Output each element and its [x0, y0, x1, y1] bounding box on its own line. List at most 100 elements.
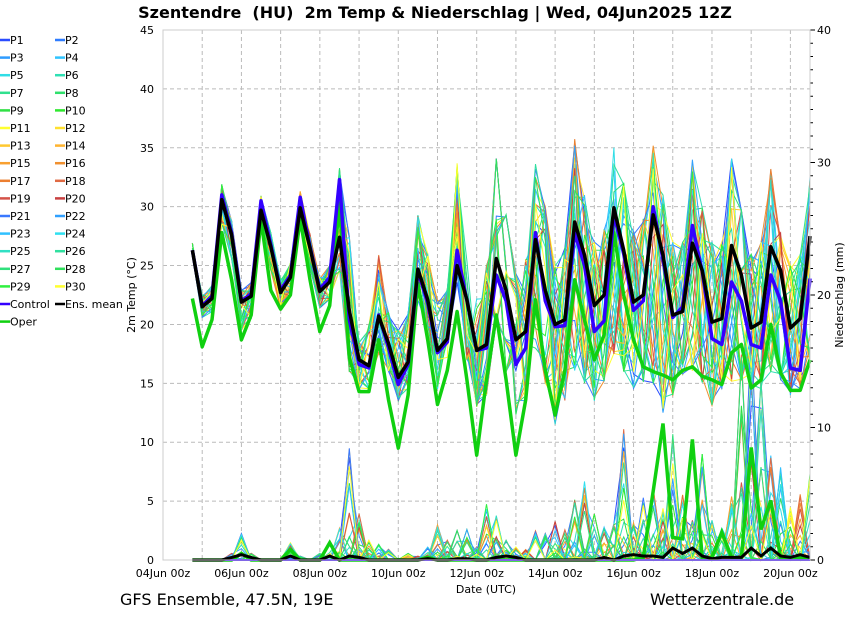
precip-line-p14	[192, 380, 811, 561]
x-tick-label: 14Jun 00z	[528, 567, 583, 580]
legend-item: P19	[0, 192, 31, 205]
legend-label: P5	[10, 69, 24, 82]
x-tick-label: 10Jun 00z	[371, 567, 426, 580]
y2-tick-label: 40	[817, 24, 831, 37]
y2-tick-label: 30	[817, 157, 831, 170]
legend-label: P1	[10, 34, 24, 47]
legend-label: P16	[65, 157, 86, 170]
x-axis-label: Date (UTC)	[456, 583, 516, 596]
legend-item: P2	[55, 34, 79, 47]
legend-label: Oper	[10, 316, 37, 329]
y-axis-right: 0 10 20 30 40	[810, 24, 831, 567]
legend-item: P22	[55, 210, 86, 223]
legend-label: P26	[65, 245, 86, 258]
legend-label: P18	[65, 175, 86, 188]
legend-item: P28	[55, 263, 86, 276]
legend-item: P10	[55, 104, 86, 117]
legend-label: P15	[10, 157, 31, 170]
legend-label: P30	[65, 280, 86, 293]
temp-line-ens-mean	[190, 197, 812, 380]
precip-line-p2	[192, 381, 811, 561]
y-axis-label: 2m Temp (°C)	[125, 257, 138, 333]
x-tick-label: 06Jun 00z	[214, 567, 269, 580]
legend-item: P13	[0, 140, 31, 153]
plot-frame	[162, 29, 811, 561]
legend-label: P7	[10, 87, 24, 100]
legend-item: P1	[0, 34, 24, 47]
legend-item: P5	[0, 69, 24, 82]
legend-label: Control	[10, 298, 50, 311]
legend-label: Ens. mean	[65, 298, 123, 311]
legend-label: P22	[65, 210, 86, 223]
y-tick-label: 15	[140, 377, 154, 390]
legend-label: P28	[65, 263, 86, 276]
temp-line-oper	[190, 201, 812, 457]
footer-source: GFS Ensemble, 47.5N, 19E	[120, 590, 333, 609]
legend-label: P3	[10, 52, 24, 65]
y-tick-label: 45	[140, 24, 154, 37]
legend-label: P27	[10, 263, 31, 276]
legend-item: P6	[55, 69, 79, 82]
legend-label: P19	[10, 192, 31, 205]
y-tick-label: 10	[140, 436, 154, 449]
legend-item: P20	[55, 192, 86, 205]
legend-item: P7	[0, 87, 24, 100]
legend-label: P11	[10, 122, 31, 135]
legend-item: P21	[0, 210, 31, 223]
legend-item: P14	[55, 140, 86, 153]
legend-label: P25	[10, 245, 31, 258]
legend-label: P10	[65, 104, 86, 117]
legend-item: P26	[55, 245, 86, 258]
legend-label: P14	[65, 140, 86, 153]
x-tick-label: 20Jun 00z	[763, 567, 818, 580]
legend-label: P4	[65, 52, 79, 65]
y2-tick-label: 10	[817, 422, 831, 435]
legend-label: P29	[10, 280, 31, 293]
legend-item: P15	[0, 157, 31, 170]
precip-line-p26	[192, 380, 811, 562]
legend-label: P13	[10, 140, 31, 153]
legend-label: P12	[65, 122, 86, 135]
legend-item: P25	[0, 245, 31, 258]
precip-line-p10	[192, 374, 811, 561]
legend-item: Ens. mean	[55, 298, 123, 311]
legend-item: P27	[0, 263, 31, 276]
y-tick-label: 0	[147, 554, 154, 567]
legend: P1 P2 P3 P4 P5 P6 P7 P8 P9 P10 P11 P12 P13 P14 P15 P16 P…	[0, 34, 123, 329]
y-axis-left: 0 5 10 15 20 25 30 35 40 45	[140, 24, 154, 567]
legend-label: P6	[65, 69, 79, 82]
legend-label: P9	[10, 104, 24, 117]
legend-item: P9	[0, 104, 24, 117]
legend-label: P8	[65, 87, 79, 100]
y-tick-label: 35	[140, 142, 154, 155]
x-tick-label: 08Jun 00z	[293, 567, 348, 580]
legend-item: P11	[0, 122, 31, 135]
legend-item: P8	[55, 87, 79, 100]
x-axis: 04Jun 00z 06Jun 00z 08Jun 00z 10Jun 00z 12Ju…	[136, 567, 818, 580]
footer-site: Wetterzentrale.de	[650, 590, 794, 609]
chart-title: Szentendre (HU) 2m Temp & Niederschlag |…	[138, 3, 732, 23]
legend-label: P17	[10, 175, 31, 188]
precip-line-p8	[192, 360, 810, 561]
y-tick-label: 40	[140, 83, 154, 96]
legend-item: P4	[55, 52, 79, 65]
y2-tick-label: 0	[817, 554, 824, 567]
legend-label: P23	[10, 228, 31, 241]
y2-axis-label: Niederschlag (mm)	[833, 242, 846, 347]
x-tick-label: 18Jun 00z	[685, 567, 740, 580]
legend-item: P23	[0, 228, 31, 241]
legend-item: P30	[55, 280, 86, 293]
legend-label: P21	[10, 210, 31, 223]
legend-item: Oper	[0, 316, 37, 329]
legend-item: P18	[55, 175, 86, 188]
legend-item: P3	[0, 52, 24, 65]
legend-label: P20	[65, 192, 86, 205]
y-tick-label: 20	[140, 318, 154, 331]
legend-label: P2	[65, 34, 79, 47]
y2-tick-label: 20	[817, 289, 831, 302]
x-tick-label: 16Jun 00z	[606, 567, 661, 580]
precip-line-ens-mean	[192, 546, 811, 562]
legend-label: P24	[65, 228, 86, 241]
y-tick-label: 25	[140, 260, 154, 273]
y-tick-label: 5	[147, 495, 154, 508]
